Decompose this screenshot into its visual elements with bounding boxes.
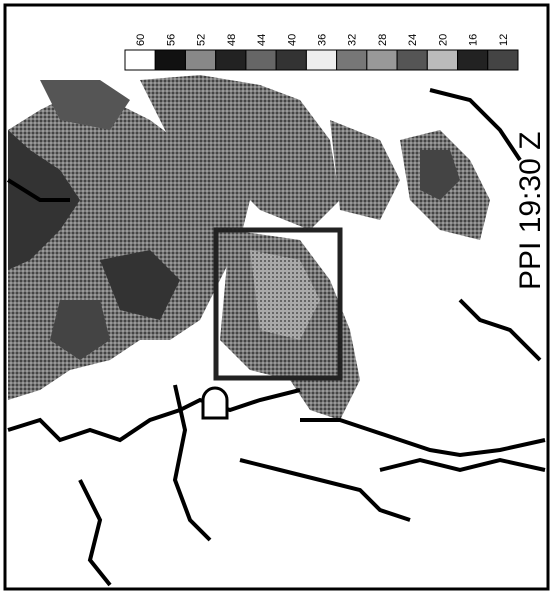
- legend-label: 48: [226, 34, 238, 46]
- legend-swatch: [125, 50, 155, 70]
- legend-label: 44: [256, 34, 268, 46]
- title: PPI 19:30 Z: [514, 132, 547, 290]
- legend-swatch: [216, 50, 246, 70]
- legend-label: 60: [135, 34, 147, 46]
- legend-label: 20: [437, 34, 449, 46]
- legend-swatch: [276, 50, 306, 70]
- legend-swatch: [337, 50, 367, 70]
- legend-label: 28: [377, 34, 389, 46]
- legend-swatch: [306, 50, 336, 70]
- legend-label: 12: [498, 34, 510, 46]
- legend-swatch: [246, 50, 276, 70]
- legend-label: 52: [196, 34, 208, 46]
- legend-label: 56: [165, 34, 177, 46]
- legend-swatch: [488, 50, 518, 70]
- legend-swatch: [427, 50, 457, 70]
- legend-label: 36: [317, 34, 329, 46]
- legend-swatch: [155, 50, 185, 70]
- legend-label: 24: [407, 34, 419, 46]
- legend-label: 32: [347, 34, 359, 46]
- legend-label: 40: [286, 34, 298, 46]
- legend-label: 16: [468, 34, 480, 46]
- radar-site-icon: [203, 388, 227, 418]
- legend-swatch: [458, 50, 488, 70]
- legend-swatch: [397, 50, 427, 70]
- legend-swatch: [185, 50, 215, 70]
- radar-screenshot: 60 56 52 48 44 40 36 32 28 24 20 16 12 PPI 19:30 Z: [0, 0, 553, 594]
- legend-swatch: [367, 50, 397, 70]
